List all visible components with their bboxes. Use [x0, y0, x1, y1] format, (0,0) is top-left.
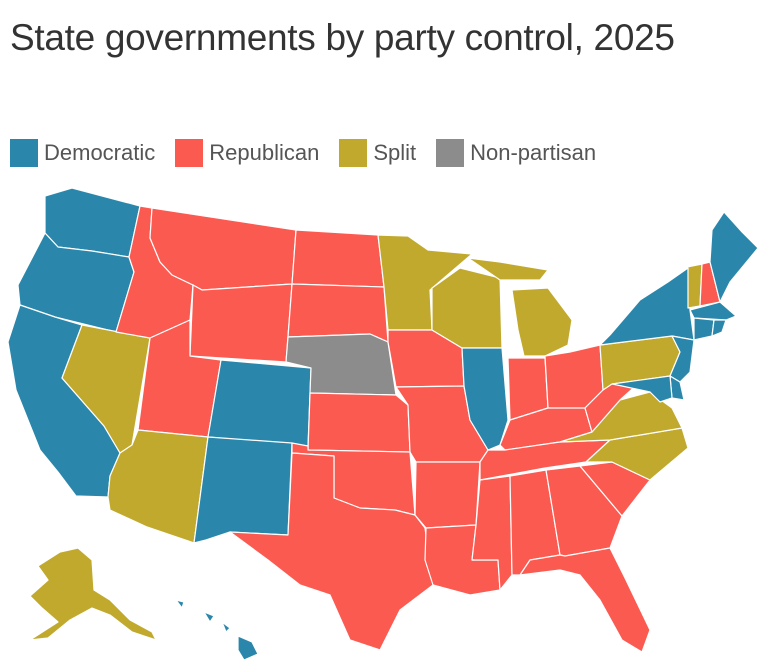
legend-label-democratic: Democratic: [44, 140, 156, 165]
state-wisconsin: [431, 267, 503, 349]
state-maryland: [611, 375, 673, 403]
state-arkansas: [414, 461, 481, 529]
legend-swatch-split: [339, 139, 368, 167]
state-kansas: [307, 392, 411, 453]
state-michigan: [511, 287, 573, 357]
state-north-dakota: [291, 229, 385, 288]
state-florida: [519, 547, 651, 653]
state-rhode-island: [711, 319, 727, 337]
us-state-map: [7, 187, 759, 661]
chart-title: State governments by party control, 2025: [10, 17, 675, 58]
legend-item-nonpartisan: Non-partisan: [436, 139, 596, 167]
legend-item-split: Split: [339, 139, 416, 167]
state-south-dakota: [287, 283, 389, 343]
state-texas: [229, 452, 434, 651]
state-vermont: [681, 263, 703, 309]
state-alaska: [29, 547, 157, 641]
legend-swatch-nonpartisan: [436, 139, 465, 167]
legend-label-nonpartisan: Non-partisan: [470, 140, 597, 165]
state-maine: [709, 211, 759, 303]
state-michigan-upper: [467, 257, 549, 281]
state-new-mexico: [193, 436, 293, 544]
legend-swatch-republican: [175, 139, 204, 167]
legend-item-democratic: Democratic: [10, 139, 155, 167]
legend-label-republican: Republican: [209, 140, 320, 165]
state-new-york: [599, 267, 695, 346]
state-illinois: [461, 347, 509, 451]
state-hawaii: [175, 599, 259, 661]
state-colorado: [207, 359, 312, 447]
state-minnesota: [377, 234, 473, 331]
legend-swatch-democratic: [10, 139, 38, 167]
state-connecticut: [693, 317, 715, 341]
state-massachusetts: [689, 301, 737, 321]
legend: Democratic Republican Split Non-partisan: [10, 138, 616, 168]
state-wyoming: [189, 283, 293, 363]
legend-label-split: Split: [373, 140, 417, 165]
legend-item-republican: Republican: [175, 139, 319, 167]
